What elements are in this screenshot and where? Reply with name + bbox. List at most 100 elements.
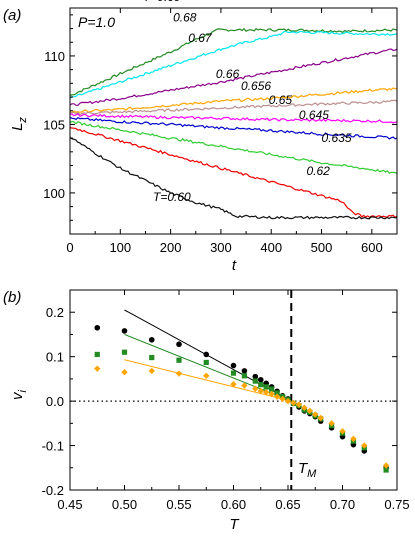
panel-b-point: [263, 384, 269, 390]
panel-b-point: [268, 390, 275, 398]
panel-b-x-label: T: [229, 516, 240, 533]
panel-a-y-tick-label: 100: [43, 186, 65, 201]
panel-b-y-tick-label: 0.1: [46, 350, 64, 365]
panel-a-series-label: T=0.69: [143, 0, 181, 4]
panel-a-series-line: [69, 116, 398, 140]
panel-b-point: [312, 411, 319, 418]
panel-b-point: [241, 373, 247, 379]
panel-a-annotation: P=1.0: [78, 14, 115, 30]
panel-a-series-label: 0.656: [241, 79, 271, 93]
panel-b-point: [121, 328, 128, 334]
panel-b-point: [149, 354, 155, 361]
panel-a-series-label: 0.68: [173, 11, 197, 25]
panel-b-y-tick-label: -0.1: [42, 439, 64, 454]
panel-a-x-tick-label: 200: [160, 240, 182, 255]
panel-a-series-line: [69, 120, 398, 175]
panel-a-x-tick-label: 0: [66, 240, 73, 255]
panel-a-frame: [69, 7, 398, 235]
panel-b-x-tick-label: 0.55: [166, 497, 191, 512]
panel-b-reference-lines: [70, 290, 397, 490]
panel-a-x-tick-label: 400: [260, 240, 282, 255]
panel-b-point: [257, 387, 264, 395]
panel-b-point: [258, 382, 264, 388]
panel-a-series-line: [69, 48, 398, 107]
panel-b-x-tick-label: 0.75: [384, 497, 409, 512]
panel-b-point: [203, 359, 209, 366]
panel-b-x-tick-label: 0.70: [330, 497, 355, 512]
panel-b-point: [257, 376, 264, 383]
panel-b-point: [230, 362, 237, 369]
panel-b-point: [252, 373, 259, 380]
panel-b-point: [306, 407, 313, 415]
panel-b-point: [339, 428, 346, 435]
panel-b-y-tick-label: 0.2: [46, 305, 64, 320]
panel-a-series-line: [69, 87, 398, 114]
panel-a-y-label: Lz: [9, 117, 29, 131]
panel-a-series-line: [69, 27, 398, 97]
panel-b-point: [241, 368, 248, 374]
panel-b-y-tick-label: 0.0: [46, 394, 64, 409]
panel-b-point: [148, 336, 155, 343]
panel-a-y-tick-label: 110: [44, 49, 65, 64]
panel-b-point: [94, 324, 101, 331]
panel-a-x-tick-label: 500: [311, 240, 333, 255]
panel-b-point: [301, 404, 308, 411]
svg-text:Lz: Lz: [9, 117, 29, 131]
panel-a-y-tick-label: 105: [43, 117, 65, 132]
panel-a-series-line: [69, 99, 398, 116]
panel-b-x-tick-label: 0.65: [275, 497, 300, 512]
panel-b-point: [176, 341, 182, 348]
panel-b-point: [230, 381, 237, 388]
panel-a-label: (a): [3, 7, 21, 24]
panel-b-point: [94, 351, 100, 358]
panel-b-x-ticks: 0.45 0.50 0.55 0.60 0.65 0.70 0.75: [57, 290, 410, 512]
panel-b-point: [230, 370, 237, 376]
panel-b-point: [273, 393, 281, 400]
panel-a-x-ticks: 0 100 200 300 400 500 600: [66, 8, 383, 255]
panel-a-y-ticks: 100 105 110: [43, 14, 397, 221]
panel-b-point: [279, 395, 286, 403]
panel-b-y-tick-label: -0.2: [42, 483, 64, 498]
panel-b-point: [121, 349, 128, 355]
panel-a-series-line: [69, 113, 398, 124]
panel-b-x-tick-label: 0.60: [221, 497, 246, 512]
panel-b-point: [284, 397, 292, 405]
panel-b-annotation: TM: [298, 460, 317, 480]
panel-b-point: [252, 378, 258, 384]
panel-b-x-tick-label: 0.45: [57, 497, 82, 512]
panel-b-point: [263, 389, 270, 396]
panel-b-point: [269, 386, 275, 392]
panel-b-series: [94, 324, 390, 473]
panel-b-point: [317, 414, 324, 422]
panel-b-fit-line: [124, 333, 292, 402]
panel-a-x-tick-label: 600: [361, 240, 383, 255]
panel-a-x-tick-label: 100: [109, 240, 131, 255]
panel-a-series-line: [69, 136, 398, 220]
panel-b: (b) 0.45 0.50 0.55 0.60 0.65 0.70 0.75 0.20.10…: [3, 289, 410, 533]
panel-b-point: [148, 367, 155, 375]
panel-a-x-label: t: [232, 257, 237, 274]
panel-b-point: [203, 372, 210, 379]
panel-b-annotation-sub: M: [307, 468, 317, 480]
panel-a-series-label: 0.67: [188, 31, 213, 45]
panel-a-series-label: 0.65: [269, 93, 293, 107]
panel-b-point: [382, 462, 390, 469]
panel-a-y-label-main: L: [9, 123, 26, 131]
panel-a-x-tick-label: 300: [210, 240, 232, 255]
panel-b-point: [328, 420, 335, 427]
panel-b-point: [94, 365, 101, 372]
panel-b-point: [361, 442, 368, 449]
panel-b-y-ticks: 0.2 0.1 0.0 -0.1 -0.2: [42, 305, 397, 498]
panel-b-y-label-main: v: [9, 391, 26, 400]
panel-b-point: [290, 399, 297, 407]
panel-b-point: [350, 435, 357, 443]
panel-a-series-label: 0.66: [216, 67, 240, 81]
panel-b-y-label: vi: [9, 389, 29, 400]
panel-a-series-line: [69, 127, 398, 219]
panel-b-y-label-sub: i: [17, 389, 29, 392]
panel-b-point: [295, 401, 303, 408]
panel-b-fit-line: [124, 359, 292, 402]
